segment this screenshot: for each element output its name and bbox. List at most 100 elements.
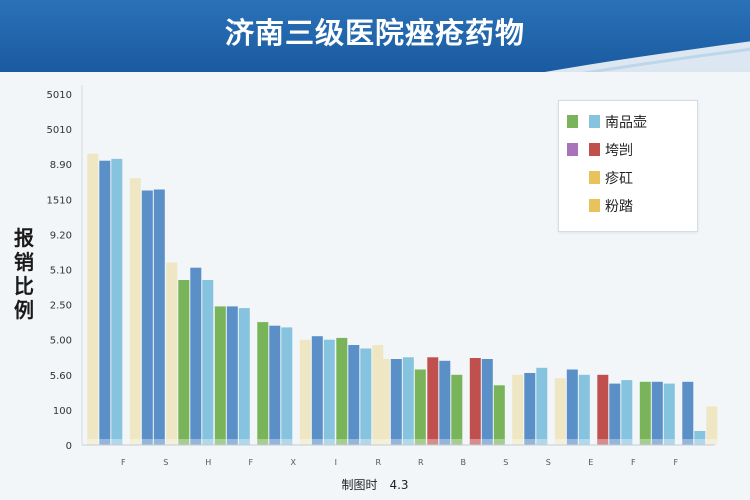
bar bbox=[238, 308, 250, 445]
bar-base-reflection bbox=[299, 439, 335, 445]
bar-base-reflection bbox=[427, 439, 463, 445]
legend-label: 疹矼 bbox=[605, 171, 633, 187]
bar-base-reflection bbox=[597, 439, 633, 445]
bar-base-reflection bbox=[214, 439, 250, 445]
banner-swoosh-decoration bbox=[544, 41, 750, 72]
x-tick-label: F bbox=[121, 458, 126, 467]
bar-base-reflection bbox=[639, 439, 675, 445]
bar bbox=[311, 336, 323, 445]
bar bbox=[597, 374, 609, 445]
bar bbox=[348, 345, 360, 445]
bar bbox=[269, 325, 281, 445]
x-tick-label: R bbox=[376, 458, 382, 467]
bar bbox=[481, 359, 493, 445]
y-tick-label: 5010 bbox=[47, 125, 72, 136]
x-tick-label: R bbox=[418, 458, 424, 467]
bar-base-reflection bbox=[554, 439, 590, 445]
y-axis-label: 报销比例 bbox=[14, 226, 34, 322]
bar bbox=[214, 306, 226, 445]
bar bbox=[578, 374, 590, 445]
legend-swatch bbox=[589, 115, 600, 128]
bar-base-reflection bbox=[257, 439, 293, 445]
bar-base-reflection bbox=[166, 439, 214, 445]
chart-title: 济南三级医院痤疮药物 bbox=[224, 16, 525, 50]
bar bbox=[512, 374, 524, 445]
bar-base-reflection bbox=[512, 439, 548, 445]
legend-label: 垮剀 bbox=[605, 143, 633, 159]
legend-swatch bbox=[567, 143, 578, 156]
x-tick-label: X bbox=[291, 458, 297, 467]
y-tick-label: 5.10 bbox=[50, 266, 72, 277]
x-axis-label: 制图时 4.3 bbox=[341, 478, 409, 492]
bar bbox=[99, 160, 111, 445]
bar bbox=[451, 374, 463, 445]
bar bbox=[178, 280, 190, 445]
title-banner: 济南三级医院痤疮药物 bbox=[0, 0, 750, 72]
legend-swatch bbox=[589, 143, 600, 156]
bar bbox=[299, 339, 311, 445]
y-tick-label: 0 bbox=[66, 441, 72, 452]
bar bbox=[651, 381, 663, 445]
bar bbox=[141, 190, 153, 445]
bar bbox=[493, 385, 505, 445]
bar bbox=[524, 373, 536, 445]
bar bbox=[153, 189, 165, 445]
bar bbox=[609, 383, 621, 445]
y-tick-label: 5.00 bbox=[50, 336, 72, 347]
bar-base-reflection bbox=[682, 439, 718, 445]
x-tick-label: I bbox=[335, 458, 337, 467]
bar bbox=[682, 381, 694, 445]
bar bbox=[427, 357, 439, 446]
x-tick-label: S bbox=[503, 458, 508, 467]
x-tick-label: S bbox=[546, 458, 551, 467]
y-tick-label: 9.20 bbox=[50, 230, 72, 241]
bar bbox=[469, 358, 481, 445]
legend-swatch bbox=[589, 199, 600, 212]
bar bbox=[378, 359, 390, 445]
bar bbox=[87, 153, 99, 445]
legend-label: 粉踏 bbox=[605, 199, 633, 215]
legend-swatch bbox=[567, 115, 578, 128]
y-tick-label: 100 bbox=[53, 406, 72, 417]
x-tick-label: B bbox=[461, 458, 467, 467]
bar-base-reflection bbox=[129, 439, 165, 445]
x-tick-label: S bbox=[163, 458, 168, 467]
bar bbox=[554, 378, 566, 445]
bar bbox=[202, 280, 214, 445]
bar bbox=[536, 367, 548, 445]
bar bbox=[336, 337, 348, 445]
bar bbox=[663, 383, 675, 445]
bar bbox=[360, 348, 372, 445]
y-tick-label: 8.90 bbox=[50, 160, 72, 171]
bar bbox=[190, 267, 202, 445]
bar-series bbox=[87, 153, 718, 446]
y-axis-ticks: 0 100 5.60 5.00 2.50 5.10 9.20 1510 8.90 5010 5010 bbox=[47, 90, 72, 452]
legend-label: 南品壶 bbox=[605, 115, 647, 131]
bar bbox=[281, 327, 293, 445]
bar bbox=[226, 306, 238, 445]
bar bbox=[111, 158, 123, 445]
bar bbox=[639, 381, 651, 445]
y-tick-label: 5.60 bbox=[50, 371, 72, 382]
y-tick-label: 5010 bbox=[47, 90, 72, 101]
x-tick-label: F bbox=[673, 458, 678, 467]
y-tick-label: 2.50 bbox=[50, 301, 72, 312]
chart-legend: 南品壶 垮剀 疹矼 粉踏 bbox=[558, 100, 698, 232]
bar bbox=[372, 345, 384, 445]
bar bbox=[414, 369, 426, 445]
bar bbox=[621, 380, 633, 445]
bar bbox=[129, 178, 141, 445]
bar-base-reflection bbox=[469, 439, 505, 445]
bar-base-reflection bbox=[336, 439, 384, 445]
bar bbox=[166, 262, 178, 445]
bar bbox=[694, 431, 706, 445]
x-tick-label: H bbox=[205, 458, 211, 467]
bar-base-reflection bbox=[87, 439, 123, 445]
bar bbox=[323, 339, 335, 445]
legend-swatch bbox=[589, 171, 600, 184]
bar bbox=[439, 360, 451, 445]
bar bbox=[566, 369, 578, 445]
y-tick-label: 1510 bbox=[47, 195, 72, 206]
x-tick-label: F bbox=[248, 458, 253, 467]
